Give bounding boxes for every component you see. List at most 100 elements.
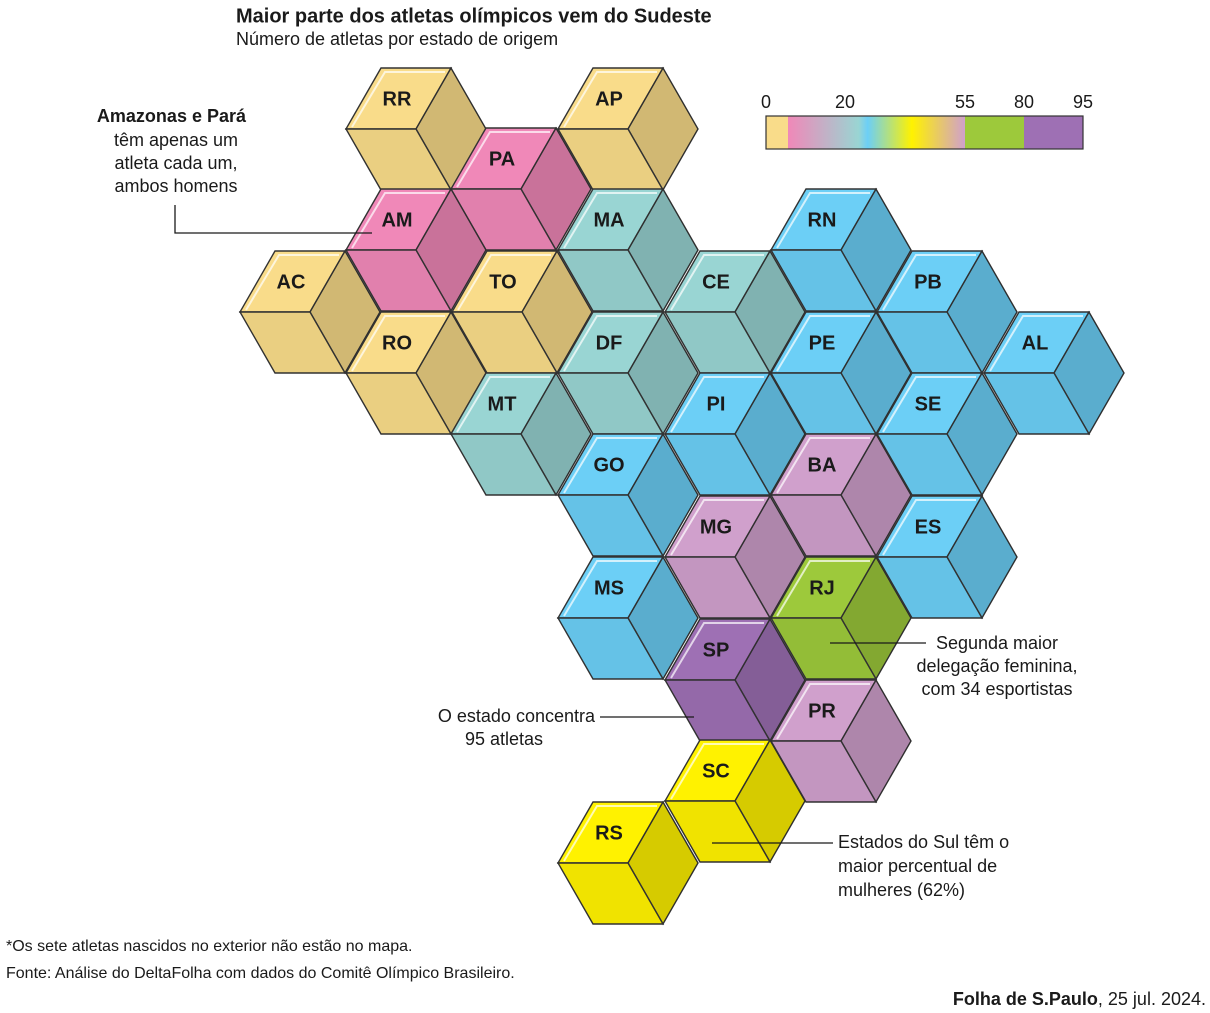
state-label: RR	[383, 88, 412, 110]
face-highlight	[882, 254, 976, 311]
face-shade	[558, 495, 663, 556]
annotation-line: maior percentual de	[838, 856, 997, 876]
state-cube: AL	[982, 310, 1125, 436]
state-cube: MG	[663, 494, 806, 620]
annotation-line: atleta cada um,	[114, 153, 237, 173]
face-highlight	[670, 499, 764, 556]
cube-face	[982, 372, 1091, 435]
face-highlight	[670, 254, 764, 311]
face-highlight	[351, 315, 445, 372]
face-highlight	[670, 376, 764, 433]
face-highlight	[245, 254, 339, 311]
source: Fonte: Análise do DeltaFolha com dados d…	[6, 965, 515, 982]
face-shade	[558, 129, 663, 190]
state-label: SP	[703, 639, 730, 661]
state-cube: PE	[769, 310, 912, 436]
state-label: PA	[489, 148, 515, 170]
face-highlight	[670, 743, 764, 800]
state-cube: MT	[449, 371, 592, 497]
face-shade	[558, 373, 663, 434]
state-cube: CE	[663, 249, 806, 375]
face-shade	[665, 801, 770, 862]
state-cube: ES	[875, 494, 1018, 620]
state-cube: SE	[875, 371, 1018, 497]
state-label: AL	[1022, 332, 1049, 354]
state-label: SE	[915, 393, 942, 415]
face-shade	[665, 557, 770, 618]
legend-swatch	[766, 116, 788, 149]
annotation-line: com 34 esportistas	[921, 679, 1072, 699]
state-label: DF	[596, 332, 623, 354]
state-label: BA	[808, 454, 837, 476]
state-label: GO	[593, 454, 624, 476]
face-highlight	[351, 192, 445, 249]
cube-face	[344, 372, 453, 435]
legend-frame	[765, 115, 1084, 150]
face-highlight	[563, 71, 657, 128]
state-cube: RO	[344, 310, 487, 436]
cube-face	[769, 494, 878, 557]
credit: Folha de S.Paulo, 25 jul. 2024.	[953, 989, 1206, 1009]
state-cube: PB	[875, 249, 1018, 375]
face-highlight	[670, 622, 764, 679]
state-label: PR	[808, 700, 836, 722]
annotation-line: Estados do Sul têm o	[838, 832, 1009, 852]
face-shade	[665, 434, 770, 495]
face-highlight	[563, 315, 657, 372]
state-label: ES	[915, 516, 942, 538]
state-cube: SP	[663, 617, 806, 743]
state-label: PB	[914, 271, 942, 293]
face-shade	[451, 434, 556, 495]
face-shade	[346, 373, 451, 434]
title: Maior parte dos atletas olímpicos vem do…	[236, 5, 712, 27]
cube-face	[875, 556, 984, 619]
cube-face	[449, 433, 558, 496]
annotation-line: O estado concentra	[438, 706, 596, 726]
credit-name: Folha de S.Paulo	[953, 989, 1098, 1009]
state-cube: AP	[556, 66, 699, 192]
state-label: MA	[593, 209, 624, 231]
face-highlight	[456, 131, 550, 188]
face-shade	[346, 250, 451, 311]
state-cube: MS	[556, 555, 699, 681]
face-shade	[771, 495, 876, 556]
annotation-line: ambos homens	[114, 176, 237, 196]
face-shade	[558, 250, 663, 311]
cube-face	[769, 249, 878, 312]
cube-face	[769, 617, 878, 680]
state-cube: PI	[663, 371, 806, 497]
annotation-line: delegação feminina,	[916, 656, 1077, 676]
state-label: MS	[594, 577, 624, 599]
state-label: MT	[488, 393, 517, 415]
cube-face	[238, 311, 347, 374]
state-label: PE	[809, 332, 836, 354]
face-highlight	[563, 560, 657, 617]
face-shade	[984, 373, 1089, 434]
state-cube: MA	[556, 187, 699, 313]
face-highlight	[351, 71, 445, 128]
state-label: SC	[702, 760, 730, 782]
face-highlight	[563, 192, 657, 249]
state-cube: RR	[344, 66, 487, 192]
legend-swatch	[1024, 116, 1083, 149]
face-highlight	[776, 192, 870, 249]
legend-tick-label: 0	[761, 92, 771, 112]
state-label: MG	[700, 516, 732, 538]
cube-face	[556, 494, 665, 557]
leader-line	[174, 205, 372, 234]
face-highlight	[882, 376, 976, 433]
face-highlight	[882, 499, 976, 556]
face-highlight	[776, 437, 870, 494]
state-cube: AC	[238, 249, 381, 375]
cube-face	[556, 617, 665, 680]
annotation-line: 95 atletas	[465, 729, 543, 749]
legend-tick-label: 55	[955, 92, 975, 112]
face-highlight	[776, 560, 870, 617]
state-label: AC	[277, 271, 306, 293]
legend-tick-label: 20	[835, 92, 855, 112]
face-shade	[665, 312, 770, 373]
cube-face	[663, 556, 772, 619]
cube-face	[344, 249, 453, 312]
face-shade	[771, 250, 876, 311]
